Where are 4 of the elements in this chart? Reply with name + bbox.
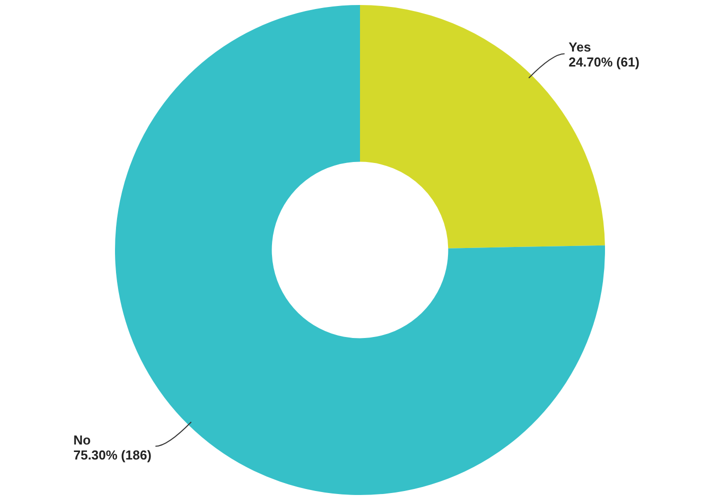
data-label: 75.30% (186): [73, 447, 152, 462]
slice-label: No: [73, 432, 91, 448]
data-label: 24.70% (61): [568, 54, 640, 70]
slice-label: Yes: [568, 40, 592, 55]
